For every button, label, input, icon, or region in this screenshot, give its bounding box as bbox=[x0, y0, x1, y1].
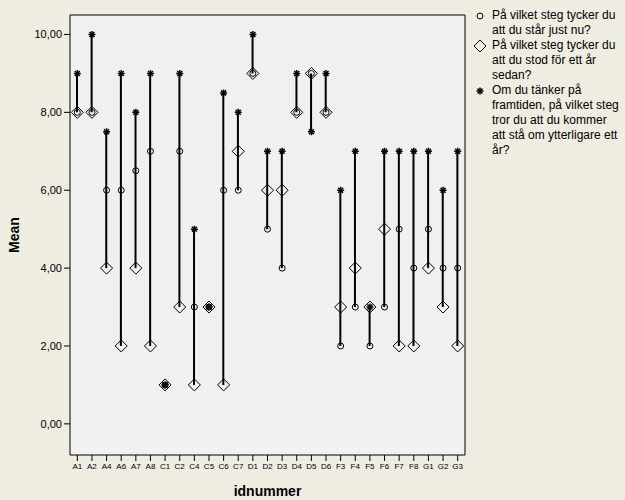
html-text:Om du tänker på framtiden, på: Om du tänker på framtiden, på vilket ste… bbox=[492, 83, 619, 157]
svg-text:F8: F8 bbox=[409, 462, 419, 471]
svg-text:G2: G2 bbox=[438, 462, 449, 471]
svg-text:idnummer: idnummer bbox=[234, 483, 302, 499]
svg-text:Mean: Mean bbox=[8, 217, 22, 253]
svg-text:C6: C6 bbox=[218, 462, 229, 471]
svg-text:D4: D4 bbox=[292, 462, 303, 471]
svg-text:0,00: 0,00 bbox=[41, 418, 62, 430]
svg-text:C5: C5 bbox=[204, 462, 215, 471]
svg-text:10,00: 10,00 bbox=[34, 28, 62, 40]
svg-text:D2: D2 bbox=[262, 462, 273, 471]
svg-text:A2: A2 bbox=[87, 462, 97, 471]
svg-text:G3: G3 bbox=[452, 462, 463, 471]
svg-text:2,00: 2,00 bbox=[41, 340, 62, 352]
svg-text:A6: A6 bbox=[116, 462, 126, 471]
svg-text:A1: A1 bbox=[72, 462, 82, 471]
svg-text:F6: F6 bbox=[380, 462, 390, 471]
svg-text:G1: G1 bbox=[423, 462, 434, 471]
svg-text:F5: F5 bbox=[365, 462, 375, 471]
svg-text:C4: C4 bbox=[189, 462, 200, 471]
svg-text:F3: F3 bbox=[336, 462, 346, 471]
svg-text:F4: F4 bbox=[351, 462, 361, 471]
svg-text:4,00: 4,00 bbox=[41, 262, 62, 274]
svg-text:C2: C2 bbox=[175, 462, 186, 471]
svg-text:C1: C1 bbox=[160, 462, 171, 471]
svg-text:D1: D1 bbox=[248, 462, 259, 471]
svg-text:A7: A7 bbox=[131, 462, 141, 471]
svg-text:D3: D3 bbox=[277, 462, 288, 471]
svg-text:8,00: 8,00 bbox=[41, 106, 62, 118]
svg-text:C7: C7 bbox=[233, 462, 244, 471]
svg-text:F7: F7 bbox=[394, 462, 404, 471]
html-text:På vilket steg tycker du att d: På vilket steg tycker du att du står jus… bbox=[492, 8, 616, 37]
svg-text:6,00: 6,00 bbox=[41, 184, 62, 196]
html-text:På vilket steg tycker du att d: På vilket steg tycker du att du stod för… bbox=[492, 38, 616, 82]
svg-text:D6: D6 bbox=[321, 462, 332, 471]
svg-text:D5: D5 bbox=[306, 462, 317, 471]
svg-text:A4: A4 bbox=[102, 462, 112, 471]
svg-text:A8: A8 bbox=[146, 462, 156, 471]
